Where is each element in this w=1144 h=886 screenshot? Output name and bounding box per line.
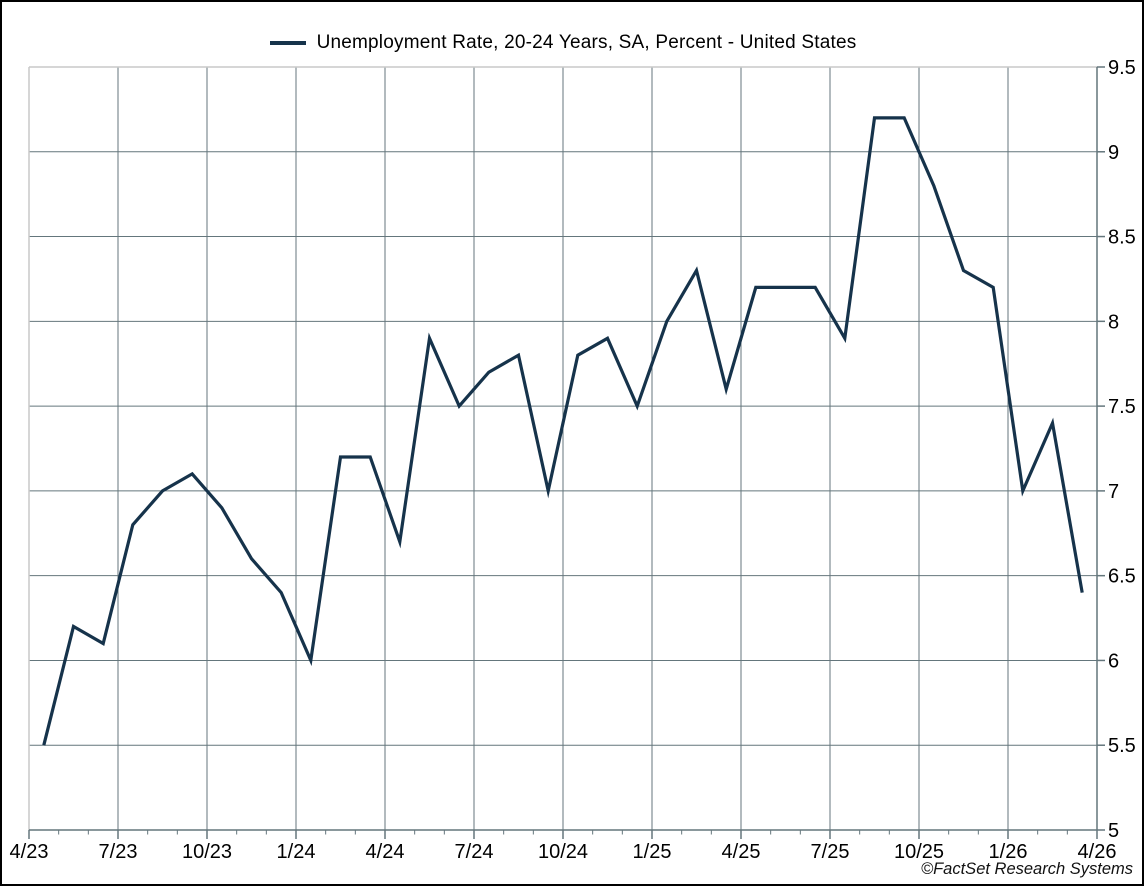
x-tick-label: 10/24: [538, 841, 588, 863]
y-tick-label: 8: [1108, 311, 1119, 333]
legend-line-swatch: [269, 41, 306, 45]
y-tick-label: 5.5: [1108, 735, 1136, 757]
y-tick-label: 8.5: [1108, 227, 1136, 249]
y-tick-label: 6: [1108, 650, 1119, 672]
x-tick-label: 4/25: [722, 841, 761, 863]
y-tick-label: 5: [1108, 820, 1119, 842]
x-tick-label: 7/24: [455, 841, 494, 863]
legend-series-label: Unemployment Rate, 20-24 Years, SA, Perc…: [316, 32, 857, 53]
x-tick-label: 4/26: [1078, 841, 1117, 863]
x-tick-label: 1/24: [277, 841, 316, 863]
x-tick-label: 4/23: [10, 841, 49, 863]
data-line: [42, 116, 1084, 746]
x-tick-label: 10/23: [182, 841, 232, 863]
y-tick-label: 6.5: [1108, 566, 1136, 588]
y-tick-label: 7.5: [1108, 396, 1136, 418]
x-tick-label: 7/25: [811, 841, 850, 863]
y-tick-label: 7: [1108, 481, 1119, 503]
x-tick-label: 7/23: [99, 841, 138, 863]
chart-legend: Unemployment Rate, 20-24 Years, SA, Perc…: [29, 29, 1097, 57]
x-tick-label: 1/26: [989, 841, 1028, 863]
y-tick-label: 9: [1108, 142, 1119, 164]
x-tick-label: 10/25: [894, 841, 944, 863]
x-tick-label: 1/25: [633, 841, 672, 863]
factset-credit: ©FactSet Research Systems: [920, 860, 1133, 878]
y-tick-label: 9.5: [1108, 57, 1136, 79]
x-tick-label: 4/24: [366, 841, 405, 863]
